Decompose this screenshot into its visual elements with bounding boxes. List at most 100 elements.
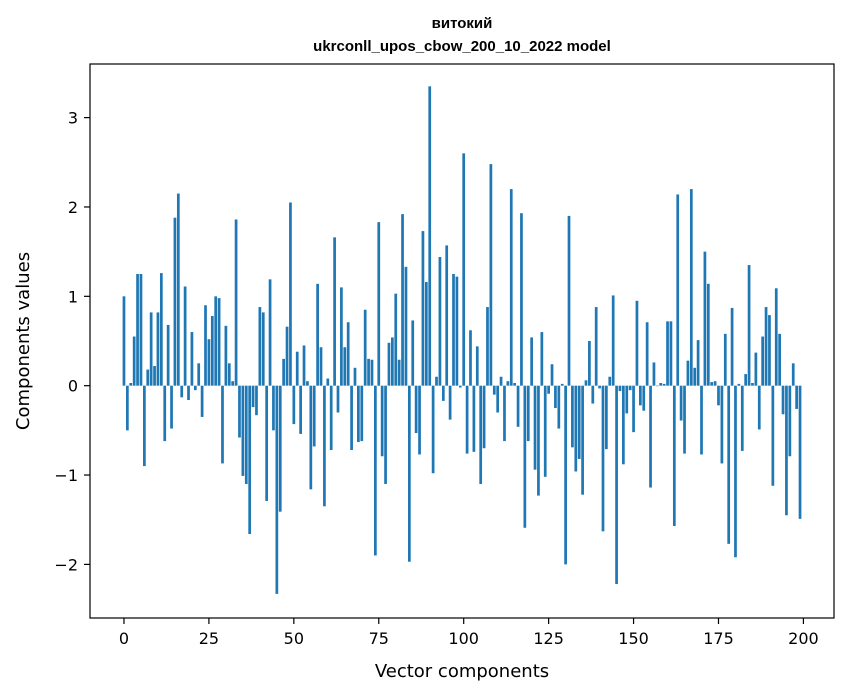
bar xyxy=(774,288,778,386)
bar xyxy=(469,330,472,386)
bar xyxy=(540,332,544,386)
bar xyxy=(588,341,591,386)
bar xyxy=(360,385,364,442)
bar xyxy=(391,337,394,386)
bar xyxy=(149,312,153,386)
y-axis-label: Components values xyxy=(13,252,34,430)
bar xyxy=(530,337,533,386)
bar xyxy=(574,385,578,472)
x-axis-label: Vector components xyxy=(375,661,549,682)
bar xyxy=(632,385,635,433)
bar xyxy=(795,385,798,409)
bar xyxy=(367,358,370,386)
bar xyxy=(659,383,663,386)
bar xyxy=(778,333,781,386)
bar xyxy=(625,385,629,414)
bar xyxy=(526,385,530,442)
bar xyxy=(234,219,238,386)
bar xyxy=(350,385,353,451)
bar xyxy=(506,381,510,386)
bar xyxy=(730,307,734,386)
bar xyxy=(482,385,486,449)
bar xyxy=(727,385,731,544)
bar xyxy=(486,307,489,386)
bar xyxy=(642,385,646,411)
bar xyxy=(319,347,323,386)
bar xyxy=(336,385,340,413)
bar xyxy=(666,321,669,386)
bar xyxy=(251,385,255,408)
bar xyxy=(312,385,316,447)
x-tick-label: 200 xyxy=(788,629,819,648)
bar xyxy=(435,376,438,386)
bar xyxy=(197,363,201,386)
bar xyxy=(132,336,136,386)
y-axis-ticks: −2 −1 0 1 2 3 xyxy=(54,109,90,574)
bar xyxy=(255,385,258,416)
bar xyxy=(720,385,724,464)
bar xyxy=(248,385,252,535)
bar xyxy=(210,315,214,386)
bar xyxy=(455,276,459,386)
bar xyxy=(676,194,680,386)
bar xyxy=(346,322,350,386)
bar xyxy=(662,383,666,386)
bar xyxy=(136,273,139,386)
x-tick-label: 75 xyxy=(369,629,389,648)
bar xyxy=(404,266,408,386)
y-tick-label: −1 xyxy=(54,466,78,485)
bar xyxy=(785,385,788,516)
bar xyxy=(122,296,126,386)
bars xyxy=(122,86,802,594)
bar xyxy=(564,385,567,565)
bar xyxy=(764,307,768,386)
bar xyxy=(139,273,143,386)
bar xyxy=(489,164,493,386)
bar xyxy=(496,385,500,413)
bar xyxy=(550,364,554,386)
bar xyxy=(615,385,618,585)
bar xyxy=(537,385,540,496)
bar xyxy=(156,312,160,386)
bar xyxy=(652,362,656,386)
bar xyxy=(343,347,347,386)
bar xyxy=(326,378,330,386)
bar xyxy=(323,385,326,507)
bar xyxy=(411,320,415,386)
bar xyxy=(628,385,632,391)
bar xyxy=(316,283,319,386)
y-tick-label: 3 xyxy=(68,109,78,128)
y-tick-label: 0 xyxy=(68,377,78,396)
bar xyxy=(299,385,302,434)
bar xyxy=(176,193,180,386)
bar xyxy=(268,279,272,386)
bar xyxy=(418,385,421,455)
bar xyxy=(282,358,285,386)
bar xyxy=(306,381,309,386)
bar xyxy=(431,385,435,474)
bar xyxy=(635,300,639,386)
bar xyxy=(170,385,173,429)
bar xyxy=(788,385,792,457)
bar xyxy=(669,321,673,386)
bar xyxy=(557,385,561,429)
bar xyxy=(689,189,693,386)
bar xyxy=(560,383,564,386)
bar xyxy=(333,237,336,386)
bar xyxy=(452,273,455,386)
bar xyxy=(153,366,156,386)
x-tick-label: 50 xyxy=(284,629,304,648)
bar xyxy=(445,245,449,386)
bar xyxy=(285,326,289,386)
bar xyxy=(146,369,150,386)
bar xyxy=(292,385,296,425)
bar xyxy=(554,385,557,409)
bar xyxy=(357,385,360,442)
plot-area-frame xyxy=(89,63,835,619)
bar xyxy=(655,385,659,387)
bar xyxy=(757,385,761,430)
bar xyxy=(713,381,717,386)
bar xyxy=(509,189,513,386)
bar xyxy=(384,385,387,484)
bar xyxy=(683,385,686,454)
